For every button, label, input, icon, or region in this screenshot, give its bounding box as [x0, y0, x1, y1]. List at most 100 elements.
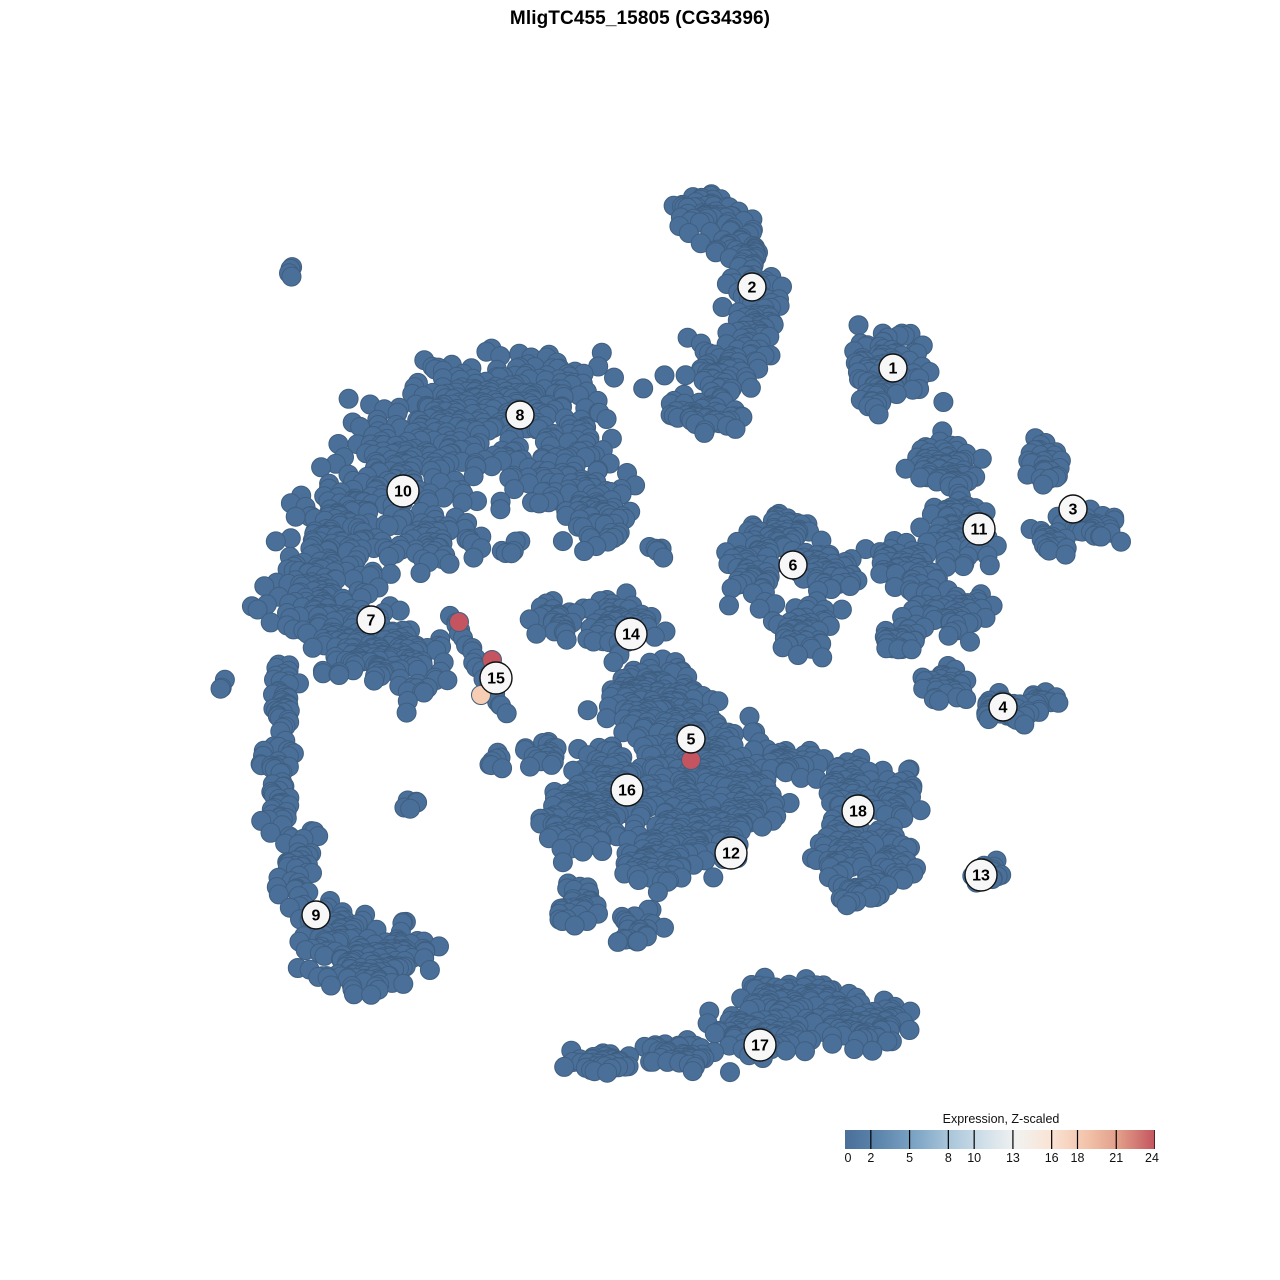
scatter-point	[604, 367, 624, 388]
scatter-point	[788, 645, 808, 665]
scatter-point	[439, 553, 460, 574]
cluster-label-text: 13	[972, 868, 990, 885]
cluster-label-9[interactable]: 9	[301, 900, 331, 930]
scatter-point	[463, 466, 484, 487]
cluster-label-17[interactable]: 17	[743, 1028, 777, 1062]
scatter-point	[564, 915, 585, 936]
scatter-point	[868, 404, 889, 425]
cluster-label-14[interactable]: 14	[614, 617, 648, 651]
scatter-point	[378, 546, 399, 567]
cluster-label-text: 12	[722, 846, 740, 863]
scatter-point	[776, 1040, 796, 1061]
scatter-point	[302, 637, 323, 658]
cluster-label-2[interactable]: 2	[737, 272, 767, 302]
scatter-point	[504, 479, 525, 500]
scatter-point	[577, 700, 598, 721]
page-title: MligTC455_15805 (CG34396)	[509, 8, 771, 29]
legend-gradient-bar	[845, 1130, 1155, 1149]
scatter-point	[574, 541, 595, 561]
cluster-label-3[interactable]: 3	[1058, 494, 1088, 524]
cluster-label-text: 15	[487, 671, 505, 688]
scatter-point	[960, 631, 980, 652]
cluster-label-text: 10	[394, 484, 412, 501]
cluster-label-1[interactable]: 1	[878, 353, 908, 383]
cluster-label-12[interactable]: 12	[714, 836, 748, 870]
scatter-point	[675, 365, 696, 386]
cluster-label-11[interactable]: 11	[962, 512, 996, 546]
cluster-label-text: 18	[849, 804, 867, 821]
scatter-point	[938, 625, 959, 646]
scatter-point	[844, 1039, 865, 1059]
legend-tick-18: 18	[1070, 1151, 1085, 1165]
scatter-point	[1111, 531, 1131, 552]
scatter-point	[393, 973, 414, 994]
cluster-label-text: 14	[622, 627, 640, 644]
scatter-point	[1033, 474, 1054, 495]
cluster-label-6[interactable]: 6	[778, 550, 808, 580]
scatter-point	[910, 800, 931, 821]
cluster-label-text: 6	[789, 558, 798, 575]
cluster-label-10[interactable]: 10	[386, 474, 420, 508]
cluster-label-text: 11	[971, 522, 988, 539]
cluster-label-text: 3	[1069, 502, 1078, 519]
scatter-point	[752, 816, 773, 837]
scatter-point	[607, 931, 628, 952]
scatter-point	[1014, 714, 1035, 735]
scatter-point	[654, 365, 675, 386]
scatter-point	[437, 670, 458, 691]
cluster-label-18[interactable]: 18	[841, 794, 875, 828]
scatter-point	[603, 652, 624, 672]
legend-tick-10: 10	[967, 1151, 982, 1165]
scatter-point	[281, 266, 302, 287]
cluster-label-text: 5	[687, 732, 696, 749]
scatter-point	[260, 612, 281, 633]
legend-tick-0: 0	[844, 1151, 852, 1165]
scatter-point	[627, 931, 648, 952]
scatter-point	[400, 798, 421, 819]
scatter-point	[314, 945, 335, 966]
scatter-point	[490, 499, 511, 520]
scatter-point	[1055, 544, 1076, 565]
cluster-label-15[interactable]: 15	[479, 661, 513, 695]
scatter-point	[389, 600, 410, 621]
cluster-label-16[interactable]: 16	[610, 773, 644, 807]
legend-tick-5: 5	[906, 1151, 914, 1165]
scatter-point	[1039, 540, 1060, 561]
scatter-points-layer	[210, 184, 1131, 1083]
cluster-label-text: 9	[312, 908, 321, 925]
scatter-point	[929, 690, 949, 711]
scatter-point	[740, 377, 761, 398]
scatter-point	[501, 543, 522, 564]
cluster-label-7[interactable]: 7	[356, 605, 386, 635]
color-legend: Expression, Z-scaled 0 2 5 8 10 13 16 18 21 24	[844, 1112, 1159, 1167]
scatter-point	[1048, 692, 1069, 713]
scatter-point	[210, 678, 231, 699]
cluster-label-5[interactable]: 5	[676, 724, 706, 754]
scatter-point	[910, 467, 931, 488]
legend-tick-21: 21	[1109, 1151, 1124, 1165]
scatter-point	[552, 852, 573, 873]
scatter-point	[321, 975, 341, 996]
scatter-point	[725, 418, 746, 439]
scatter-point	[361, 984, 382, 1005]
scatter-point	[554, 1056, 575, 1077]
scatter-point	[720, 1062, 740, 1083]
cluster-label-text: 1	[889, 361, 898, 378]
cluster-label-8[interactable]: 8	[505, 400, 535, 430]
cluster-label-4[interactable]: 4	[988, 692, 1018, 722]
scatter-point	[526, 623, 547, 644]
legend-tick-8: 8	[944, 1151, 952, 1165]
cluster-label-text: 8	[516, 408, 525, 425]
scatter-point	[265, 531, 286, 552]
scatter-point	[812, 647, 833, 668]
cluster-label-text: 2	[748, 280, 757, 297]
legend-tick-2: 2	[867, 1151, 875, 1165]
scatter-point	[597, 1062, 618, 1083]
cluster-label-13[interactable]: 13	[964, 858, 998, 892]
scatter-point	[552, 531, 573, 552]
scatter-point	[496, 703, 517, 724]
scatter-point	[682, 1061, 703, 1082]
scatter-point	[596, 708, 617, 729]
scatter-point	[653, 547, 674, 568]
scatter-point	[410, 563, 431, 583]
